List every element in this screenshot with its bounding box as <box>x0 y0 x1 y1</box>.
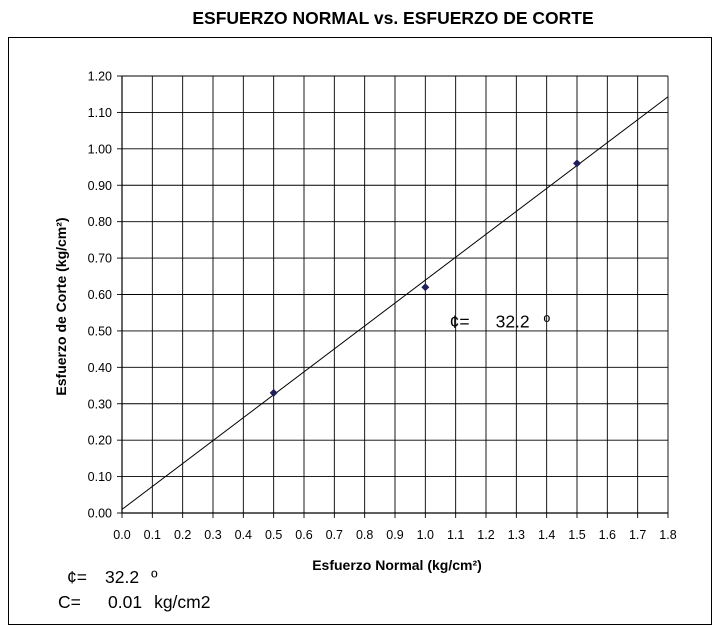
x-tick-label: 0.8 <box>356 528 373 542</box>
x-tick-label: 1.6 <box>599 528 616 542</box>
y-tick-label: 0.30 <box>88 397 112 411</box>
angle-annotation-value: 32.2 <box>496 311 530 331</box>
chart-frame <box>8 37 712 625</box>
data-point <box>269 388 278 397</box>
friction-angle-value: 32.2 <box>105 567 140 587</box>
x-tick-label: 1.8 <box>659 528 676 542</box>
x-tick-label: 1.5 <box>568 528 585 542</box>
x-tick-label: 1.1 <box>447 528 464 542</box>
x-tick-label: 0.7 <box>326 528 343 542</box>
x-axis-title: Esfuerzo Normal (kg/cm²) <box>312 557 482 573</box>
y-tick-label: 0.50 <box>88 324 112 338</box>
friction-angle-unit: º <box>151 567 158 587</box>
cohesion-unit: kg/cm2 <box>154 592 211 612</box>
x-tick-label: 0.6 <box>295 528 312 542</box>
x-tick-label: 0.9 <box>386 528 403 542</box>
x-tick-label: 0.2 <box>174 528 191 542</box>
friction-angle-summary: ¢= 32.2 º <box>67 567 157 588</box>
y-tick-label: 0.20 <box>88 434 112 448</box>
x-tick-label: 0.1 <box>144 528 161 542</box>
y-tick-label: 1.00 <box>88 142 112 156</box>
data-point <box>573 159 581 168</box>
y-tick-label: 0.80 <box>88 215 112 229</box>
x-tick-label: 1.3 <box>508 528 525 542</box>
y-tick-label: 0.70 <box>88 252 112 266</box>
x-tick-label: 0.4 <box>235 528 252 542</box>
y-tick-label: 0.40 <box>88 361 112 375</box>
x-tick-label: 1.4 <box>538 528 555 542</box>
x-tick-label: 0.3 <box>204 528 221 542</box>
angle-annotation-unit: º <box>544 311 551 331</box>
y-tick-label: 1.20 <box>88 70 112 84</box>
y-tick-label: 0.60 <box>88 288 112 302</box>
cohesion-value: 0.01 <box>108 592 143 612</box>
angle-annotation-symbol: ¢= <box>450 311 470 331</box>
x-tick-label: 1.2 <box>477 528 494 542</box>
y-tick-label: 1.10 <box>88 106 112 120</box>
friction-angle-symbol: ¢= <box>67 567 87 587</box>
x-tick-label: 0.5 <box>265 528 282 542</box>
y-tick-label: 0.00 <box>88 507 112 521</box>
cohesion-summary: C= 0.01 kg/cm2 <box>58 592 210 613</box>
data-point <box>421 283 430 292</box>
y-tick-label: 0.90 <box>88 179 112 193</box>
x-tick-label: 1.0 <box>417 528 434 542</box>
chart-title: ESFUERZO NORMAL vs. ESFUERZO DE CORTE <box>192 8 594 28</box>
x-tick-label: 0.0 <box>113 528 130 542</box>
x-tick-label: 1.7 <box>629 528 646 542</box>
cohesion-symbol: C= <box>58 592 81 612</box>
y-axis-title: Esfuerzo de Corte (kg/cm²) <box>53 217 69 395</box>
y-tick-label: 0.10 <box>88 470 112 484</box>
